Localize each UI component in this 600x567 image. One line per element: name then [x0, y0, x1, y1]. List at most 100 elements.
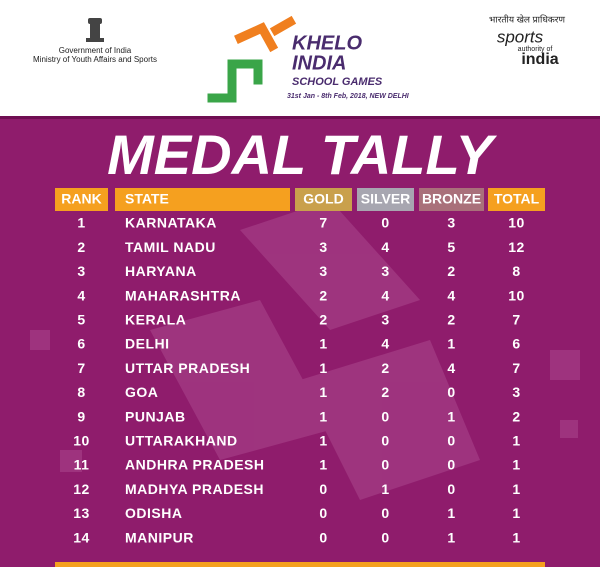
sai-word3: india — [521, 51, 558, 68]
table-cell: 0 — [381, 457, 389, 473]
state-name: UTTAR PRADESH — [125, 360, 250, 376]
table-cell: 3 — [381, 263, 389, 279]
table-cell: 5 — [447, 239, 455, 255]
state-name: MADHYA PRADESH — [125, 481, 264, 497]
table-cell: 4 — [447, 287, 455, 303]
table-cell: 12 — [73, 481, 90, 497]
table-cell: 7 — [77, 360, 85, 376]
table-cell: 4 — [447, 360, 455, 376]
table-cell: 1 — [512, 481, 520, 497]
table-cell: 2 — [512, 408, 520, 424]
table-cell: 5 — [77, 312, 85, 328]
table-cell: 14 — [73, 529, 90, 545]
header-rule — [0, 116, 600, 119]
table-cell: 10 — [508, 287, 525, 303]
table-cell: 7 — [319, 215, 327, 231]
table-cell: 8 — [512, 263, 520, 279]
khelo-logo-figure — [207, 15, 297, 103]
column-header: SILVER — [361, 191, 411, 207]
sai-hindi: भारतीय खेल प्राधिकरण — [489, 13, 565, 24]
column-header-bg — [295, 188, 352, 211]
state-name: DELHI — [125, 336, 170, 352]
column-header-bg — [357, 188, 414, 211]
table-cell: 3 — [77, 263, 85, 279]
table-cell: 0 — [381, 505, 389, 521]
table-cell: 6 — [512, 336, 520, 352]
table-cell: 3 — [512, 384, 520, 400]
state-name: KERALA — [125, 312, 186, 328]
table-cell: 1 — [319, 433, 327, 449]
column-header: TOTAL — [494, 191, 540, 207]
column-header: BRONZE — [422, 191, 481, 207]
table-cell: 3 — [381, 312, 389, 328]
table-cell: 12 — [508, 239, 525, 255]
table-cell: 0 — [381, 529, 389, 545]
table-cell: 3 — [319, 263, 327, 279]
table-cell: 3 — [319, 239, 327, 255]
table-cell: 2 — [319, 312, 327, 328]
table-cell: 1 — [512, 505, 520, 521]
table-cell: 1 — [319, 457, 327, 473]
table-cell: 0 — [319, 505, 327, 521]
table-cell: 0 — [447, 433, 455, 449]
table-cell: 4 — [381, 287, 389, 303]
table-cell: 1 — [319, 384, 327, 400]
state-name: UTTARAKHAND — [125, 433, 238, 449]
column-header: STATE — [125, 191, 169, 207]
table-cell: 0 — [319, 481, 327, 497]
table-cell: 1 — [447, 336, 455, 352]
table-cell: 10 — [508, 215, 525, 231]
logo-title2: INDIA — [292, 52, 346, 74]
state-name: MAHARASHTRA — [125, 287, 241, 303]
table-cell: 2 — [447, 312, 455, 328]
column-header-bg — [115, 188, 290, 211]
state-name: HARYANA — [125, 263, 197, 279]
table-cell: 1 — [447, 408, 455, 424]
state-name: ANDHRA PRADESH — [125, 457, 265, 473]
table-cell: 7 — [512, 312, 520, 328]
table-cell: 0 — [381, 408, 389, 424]
state-name: GOA — [125, 384, 158, 400]
table-cell: 1 — [381, 481, 389, 497]
table-cell: 1 — [319, 336, 327, 352]
logo-subtitle: SCHOOL GAMES — [292, 76, 383, 88]
table-cell: 2 — [381, 360, 389, 376]
gov-line1: Government of India — [59, 46, 132, 55]
logo-title1: KHELO — [292, 32, 362, 54]
table-cell: 0 — [381, 215, 389, 231]
table-cell: 1 — [447, 529, 455, 545]
table-cell: 4 — [77, 287, 85, 303]
table-cell: 1 — [512, 457, 520, 473]
column-header-bg — [419, 188, 484, 211]
table-cell: 2 — [381, 384, 389, 400]
table-cell: 7 — [512, 360, 520, 376]
table-cell: 0 — [447, 457, 455, 473]
table-cell: 1 — [447, 505, 455, 521]
table-cell: 6 — [77, 336, 85, 352]
table-cell: 2 — [77, 239, 85, 255]
title: MEDAL TALLY — [107, 123, 497, 186]
table-cell: 4 — [381, 336, 389, 352]
column-header-bg — [488, 188, 545, 211]
decoration — [30, 200, 580, 500]
table-cell: 0 — [381, 433, 389, 449]
emblem — [86, 18, 104, 42]
table-cell: 0 — [319, 529, 327, 545]
table-cell: 1 — [77, 215, 85, 231]
column-header-bg — [55, 188, 108, 211]
state-name: KARNATAKA — [125, 215, 217, 231]
table-cell: 2 — [319, 287, 327, 303]
gov-line2: Ministry of Youth Affairs and Sports — [33, 55, 157, 64]
table-cell: 2 — [447, 263, 455, 279]
sai-word1: sports — [497, 27, 544, 46]
state-name: TAMIL NADU — [125, 239, 216, 255]
table-cell: 11 — [74, 457, 90, 473]
table-cell: 13 — [73, 505, 90, 521]
sai-word2: authority of — [518, 46, 553, 53]
table-cell: 1 — [512, 529, 520, 545]
table-cell: 9 — [77, 408, 85, 424]
logo-dates: 31st Jan - 8th Feb, 2018, NEW DELHI — [287, 93, 410, 100]
table-cell: 1 — [319, 408, 327, 424]
footer-band — [55, 562, 545, 567]
